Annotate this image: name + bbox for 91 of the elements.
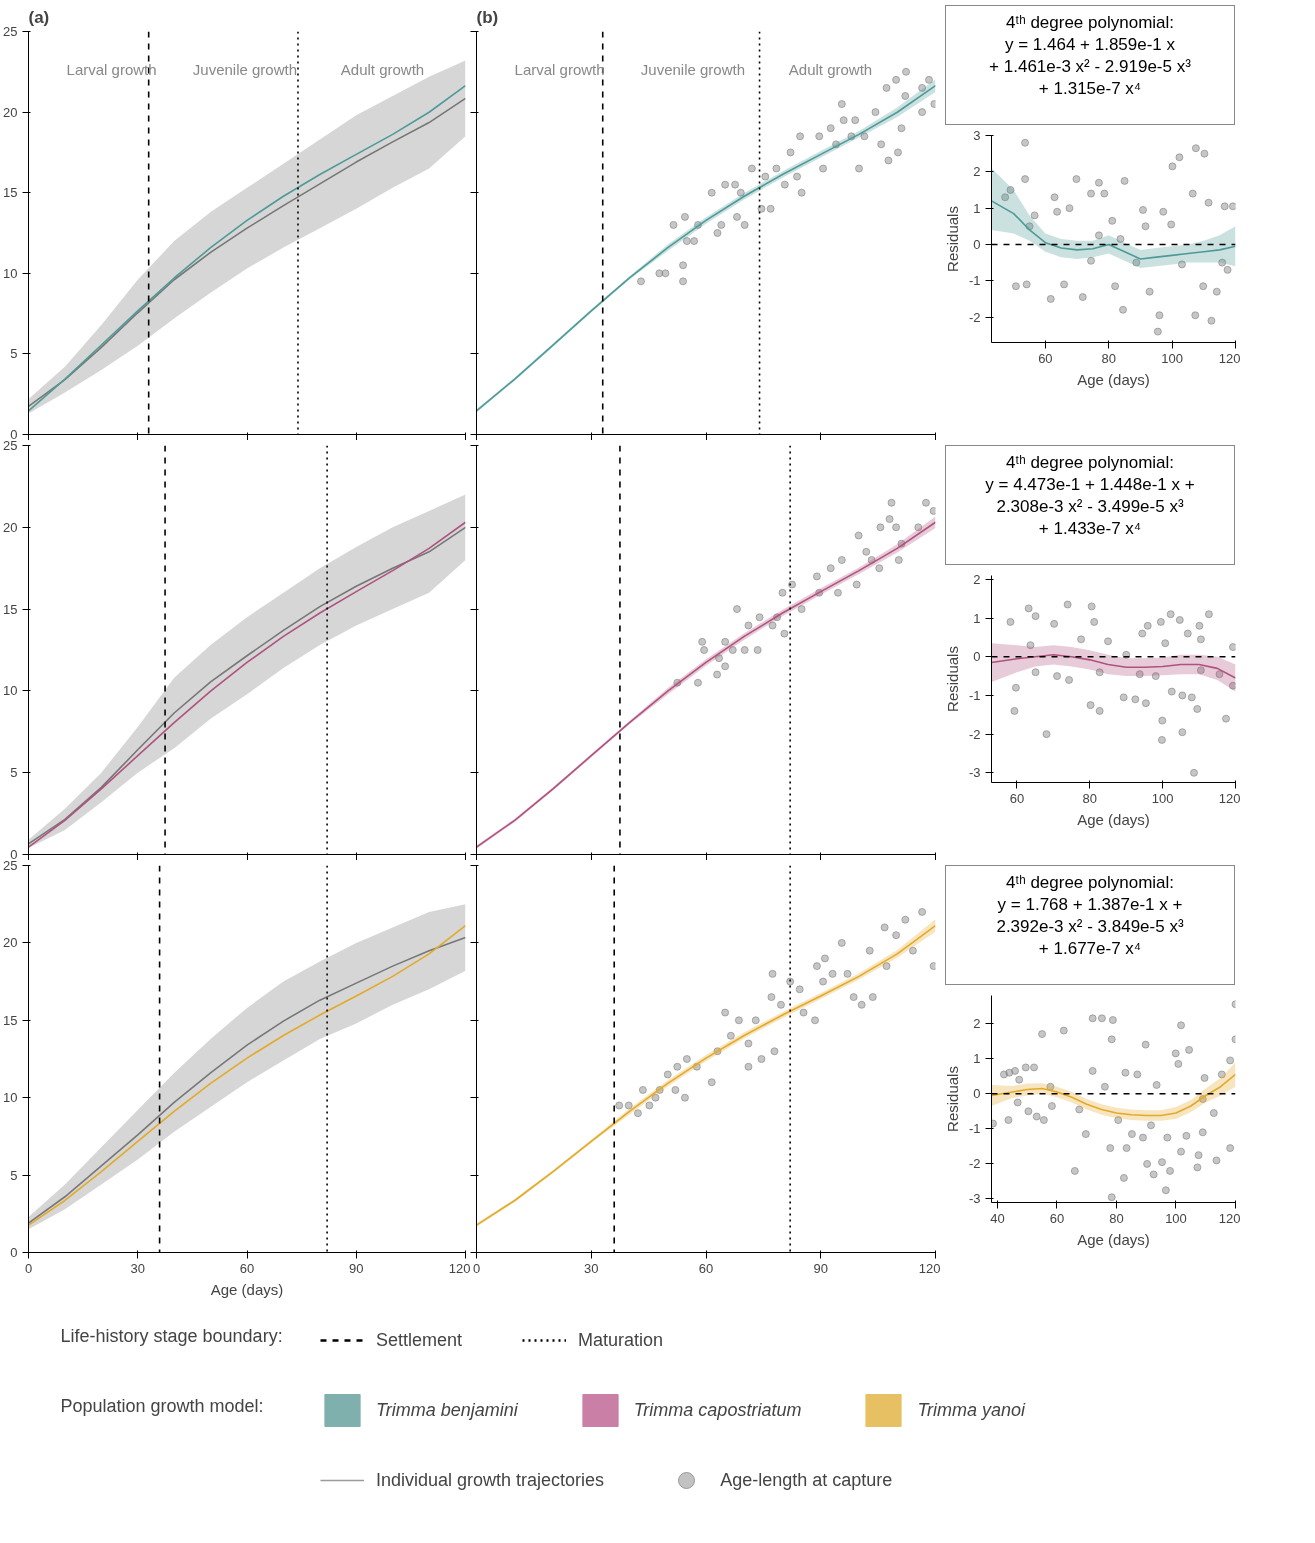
x-tick-label: 100 xyxy=(1151,790,1174,806)
text: 4ᵗʰ degree polynomial: xyxy=(1005,453,1175,472)
text: y = 4.473e-1 + 1.448e-1 x + xyxy=(985,475,1195,495)
annotation: Larval growth xyxy=(66,61,157,78)
y-tick-label: 20 xyxy=(3,935,18,951)
x-tick-label: 90 xyxy=(813,1260,828,1276)
category-label: Trimma yanoi xyxy=(917,1399,1026,1421)
y-tick-label: 0 xyxy=(973,236,981,252)
x-axis-title: Age (days) xyxy=(1077,1230,1150,1248)
category-label: Settlement xyxy=(376,1329,463,1351)
annotation: Adult growth xyxy=(788,61,873,78)
text: + 1.677e-7 x⁴ xyxy=(1038,939,1142,959)
x-axis-title: Age (days) xyxy=(210,1280,284,1298)
y-tick-label: -2 xyxy=(968,726,981,742)
x-tick-label: 120 xyxy=(1218,350,1241,366)
text: Population growth model: xyxy=(60,1395,264,1416)
y-tick-label: -2 xyxy=(968,1156,981,1172)
x-tick-label: 60 xyxy=(698,1260,714,1276)
x-tick-label: 0 xyxy=(24,1260,33,1276)
y-tick-label: 10 xyxy=(3,1090,18,1106)
x-tick-label: 90 xyxy=(349,1260,364,1276)
y-tick-label: 20 xyxy=(3,104,18,120)
x-tick-label: 120 xyxy=(1218,790,1241,806)
y-tick-label: -1 xyxy=(968,687,981,703)
x-axis-title: Age (days) xyxy=(1077,810,1150,828)
text: + 1.461e-3 x² - 2.919e-5 x³ xyxy=(989,57,1191,77)
x-tick-label: 80 xyxy=(1082,790,1098,806)
annotation: Juvenile growth xyxy=(640,61,746,78)
x-tick-label: 60 xyxy=(1049,1210,1065,1226)
y-tick-label: 1 xyxy=(973,200,981,216)
y-tick-label: -3 xyxy=(968,1191,981,1207)
text: + 1.315e-7 x⁴ xyxy=(1038,79,1142,99)
y-tick-label: 3 xyxy=(973,128,981,143)
text: 2.308e-3 x² - 3.499e-5 x³ xyxy=(996,497,1184,517)
y-tick-label: 0 xyxy=(10,1245,18,1260)
y-tick-label: 1 xyxy=(973,1051,981,1067)
x-tick-label: 30 xyxy=(584,1260,599,1276)
x-tick-label: 60 xyxy=(1038,350,1053,366)
y-tick-label: -1 xyxy=(968,273,981,289)
y-tick-label: 25 xyxy=(3,24,18,39)
x-tick-label: 60 xyxy=(1009,790,1025,806)
x-tick-label: 80 xyxy=(1109,1210,1124,1226)
chart-title: (b) xyxy=(476,7,499,27)
y-tick-label: 15 xyxy=(3,1012,18,1028)
y-tick-label: -3 xyxy=(968,765,981,781)
text: Life-history stage boundary: xyxy=(60,1325,283,1346)
x-tick-label: 0 xyxy=(472,1260,481,1276)
x-tick-label: 80 xyxy=(1101,350,1116,366)
text: + 1.433e-7 x⁴ xyxy=(1038,519,1142,539)
y-tick-label: 20 xyxy=(3,519,18,535)
category-label: Trimma benjamini xyxy=(376,1399,518,1421)
y-axis-title: Residuals xyxy=(943,1066,961,1132)
x-tick-label: 60 xyxy=(239,1260,255,1276)
x-tick-label: 120 xyxy=(1218,1210,1241,1226)
y-tick-label: 5 xyxy=(10,1167,18,1183)
y-tick-label: 5 xyxy=(10,346,18,362)
y-tick-label: 5 xyxy=(10,765,18,781)
category-label: Individual growth trajectories xyxy=(376,1469,605,1491)
y-tick-label: -1 xyxy=(968,1121,981,1137)
y-tick-label: 1 xyxy=(973,610,981,626)
y-tick-label: 10 xyxy=(3,265,18,281)
text: 2.392e-3 x² - 3.849e-5 x³ xyxy=(996,917,1184,937)
y-tick-label: 0 xyxy=(973,1086,981,1102)
text: y = 1.768 + 1.387e-1 x + xyxy=(997,895,1183,915)
x-tick-label: 120 xyxy=(448,1260,471,1276)
y-tick-label: 2 xyxy=(973,164,981,180)
annotation: Larval growth xyxy=(514,61,605,78)
category-label: Maturation xyxy=(578,1329,664,1351)
annotation: Adult growth xyxy=(340,61,425,78)
x-tick-label: 100 xyxy=(1161,350,1183,366)
x-tick-label: 100 xyxy=(1165,1210,1187,1226)
x-tick-label: 40 xyxy=(990,1210,1005,1226)
category-label: Trimma capostriatum xyxy=(633,1399,802,1421)
y-tick-label: 15 xyxy=(3,601,18,617)
y-tick-label: 0 xyxy=(973,649,981,665)
x-axis-title: Age (days) xyxy=(1077,370,1150,388)
y-tick-label: 2 xyxy=(973,1016,981,1032)
text: 4ᵗʰ degree polynomial: xyxy=(1005,13,1175,32)
x-tick-label: 120 xyxy=(918,1260,941,1276)
y-tick-label: 10 xyxy=(3,683,18,699)
x-tick-label: 30 xyxy=(130,1260,145,1276)
chart-title: (a) xyxy=(28,7,50,27)
category-label: Age-length at capture xyxy=(720,1469,893,1491)
text: 4ᵗʰ degree polynomial: xyxy=(1005,873,1175,892)
y-tick-label: 15 xyxy=(3,185,18,201)
text: y = 1.464 + 1.859e-1 x xyxy=(1004,35,1176,55)
y-tick-label: 2 xyxy=(973,571,981,587)
y-axis-title: Residuals xyxy=(943,646,961,712)
y-tick-label: -2 xyxy=(968,309,981,325)
annotation: Juvenile growth xyxy=(192,61,298,78)
y-axis-title: Residuals xyxy=(943,206,961,272)
